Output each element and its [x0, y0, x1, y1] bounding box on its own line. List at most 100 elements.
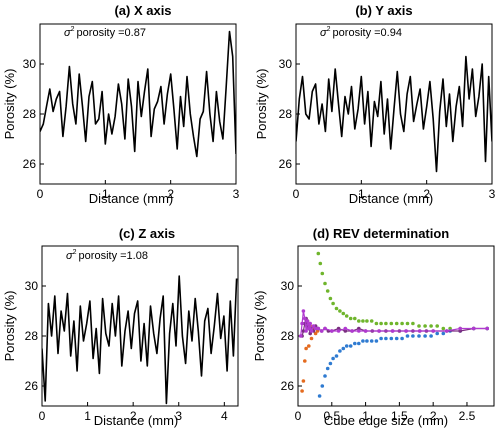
panel-d-series-0-point — [411, 321, 415, 326]
panel-d-y-tick-label-1: 28 — [281, 329, 295, 343]
panel-d: (d) REV determination Porosity (%) Cube … — [252, 226, 495, 428]
panel-d-y-tick-label-0: 26 — [281, 379, 295, 393]
panel-a-y-tick-label-2: 30 — [23, 57, 37, 71]
panel-c-annotation: σ2 porosity =1.08 — [66, 249, 148, 262]
panel-c-y-tick-label-1: 28 — [25, 329, 39, 343]
panel-c-y-tick-label-2: 30 — [25, 279, 39, 293]
panel-d-x-tick-label-4: 2 — [430, 409, 437, 423]
panel-c-x-tick-label-4: 4 — [221, 409, 228, 423]
panel-c-y-tick-label-0: 26 — [25, 379, 39, 393]
panel-d-series-1-point — [344, 344, 349, 348]
panel-c-ylabel: Porosity (%) — [2, 291, 17, 362]
panel-d-x-tick-label-5: 2.5 — [459, 409, 476, 423]
panel-d-series-1-point — [365, 339, 369, 343]
panel-d-series-0-point — [334, 306, 339, 311]
panel-d-axes-box — [297, 245, 495, 407]
panel-a-x-tick-label-0: 0 — [37, 187, 44, 201]
panel-d-series-2-point — [313, 331, 318, 336]
panel-d-series-0-point — [389, 321, 394, 326]
panel-c-axes-box — [41, 245, 239, 407]
panel-d-series-0-point — [348, 316, 353, 321]
panel-d-series-0-point — [361, 319, 365, 323]
panel-b-x-tick-label-1: 1 — [358, 187, 365, 201]
panel-d-series-1-point — [325, 366, 330, 371]
panel-d-series-1-point — [405, 334, 410, 338]
panel-a-axes-box — [39, 23, 237, 185]
panel-d-xlabel: Cube edge size (mm) — [324, 413, 448, 428]
panel-c-plot-area — [42, 275, 238, 405]
panel-d-series-1-point — [338, 349, 342, 353]
panel-d-series-0-point — [353, 316, 357, 321]
panel-b-y-tick-label-0: 26 — [279, 157, 293, 171]
panel-d-ylabel: Porosity (%) — [252, 291, 267, 362]
panel-d-series-0-point — [374, 321, 379, 326]
panel-b-x-tick-label-0: 0 — [293, 187, 300, 201]
panel-d-series-0-point — [394, 321, 399, 326]
panel-d-series-1-point — [369, 339, 374, 343]
panel-a-x-tick-label-1: 1 — [102, 187, 109, 201]
panel-d-x-tick-label-1: 0.5 — [323, 409, 340, 423]
panel-d-y-ticks: 26 28 30 — [281, 279, 302, 393]
panel-d-series-4-line — [300, 310, 488, 337]
panel-b-axes-box — [295, 23, 493, 185]
panel-b-x-ticks: 0 1 2 3 — [293, 180, 496, 201]
panel-a-x-tick-label-3: 3 — [233, 187, 240, 201]
panel-b-annotation: σ2 porosity =0.94 — [320, 26, 402, 39]
panel-c-xlabel: Distance (mm) — [94, 413, 179, 428]
panel-d-series-0-point — [400, 321, 404, 326]
panel-a-x-ticks: 0 1 2 3 — [37, 180, 240, 201]
panel-b-series-line — [296, 55, 492, 173]
panel-d-series-1-point — [357, 341, 361, 346]
panel-d-series-1-point — [379, 336, 383, 341]
panel-d-series-1-point — [400, 336, 404, 341]
panel-c-title: (c) Z axis — [119, 226, 175, 241]
panel-d-series-1-point — [429, 334, 433, 338]
panel-b-y-tick-label-2: 30 — [279, 57, 293, 71]
panel-d-series-0-point — [318, 261, 323, 266]
panel-a-annotation: σ2 porosity =0.87 — [64, 26, 146, 39]
panel-d-series-2-point — [301, 379, 306, 383]
panel-d-series-1-point — [317, 394, 322, 398]
panel-d-series-1-point — [417, 334, 421, 338]
panel-d-series-0-point — [357, 319, 361, 323]
panel-d-x-ticks: 0 0.5 1 1.5 2 2.5 — [295, 402, 476, 423]
panel-d-series-0-point — [405, 321, 410, 326]
panel-d-series-0-point — [338, 309, 342, 313]
panel-c-y-ticks: 26 28 30 — [25, 279, 46, 393]
panel-d-series-0-point — [429, 324, 433, 328]
panel-d-series-1-point — [389, 336, 394, 341]
panel-b-y-ticks: 26 28 30 — [279, 57, 300, 171]
panel-d-x-tick-label-0: 0 — [295, 409, 302, 423]
panel-d-series-0-point — [325, 289, 330, 293]
panel-d-series-2-point — [304, 346, 308, 351]
panel-d-series-1-point — [328, 361, 333, 366]
panel-d-series-1-point — [353, 341, 357, 346]
panel-d-series-0-point — [328, 296, 333, 301]
panel-a-y-tick-label-1: 28 — [23, 107, 37, 121]
panel-b-x-tick-label-2: 2 — [423, 187, 430, 201]
panel-c-x-tick-label-3: 3 — [175, 409, 182, 423]
panel-d-series-1-point — [441, 331, 446, 336]
panel-d-series-1-point — [341, 346, 346, 351]
panel-d-series-0-point — [441, 326, 446, 331]
panel-d-series-1-point — [334, 354, 339, 358]
panel-a-plot-area — [40, 30, 236, 158]
panel-d-series-0-point — [323, 281, 327, 286]
panel-d-series-2-point — [303, 359, 307, 363]
panel-d-series-1-point — [384, 336, 388, 341]
panel-d-x-tick-label-3: 1.5 — [391, 409, 408, 423]
panel-a: (a) X axis Porosity (%) Distance (mm) σ2… — [2, 3, 240, 206]
panel-d-series-0-point — [435, 324, 440, 328]
panel-d-series-1-point — [394, 336, 399, 341]
panel-a-y-tick-label-0: 26 — [23, 157, 37, 171]
panel-d-series-0-point — [344, 314, 349, 318]
panel-d-series-0-point — [320, 271, 325, 276]
panel-d-series-2-point — [300, 389, 304, 393]
panel-c: (c) Z axis Porosity (%) Distance (mm) σ2… — [2, 226, 239, 428]
panel-d-series-1-point — [348, 344, 353, 348]
panel-b-x-tick-label-3: 3 — [489, 187, 496, 201]
panel-d-plot-area — [298, 251, 490, 398]
panel-a-y-ticks: 26 28 30 — [23, 57, 44, 171]
panel-a-ylabel: Porosity (%) — [2, 69, 17, 140]
